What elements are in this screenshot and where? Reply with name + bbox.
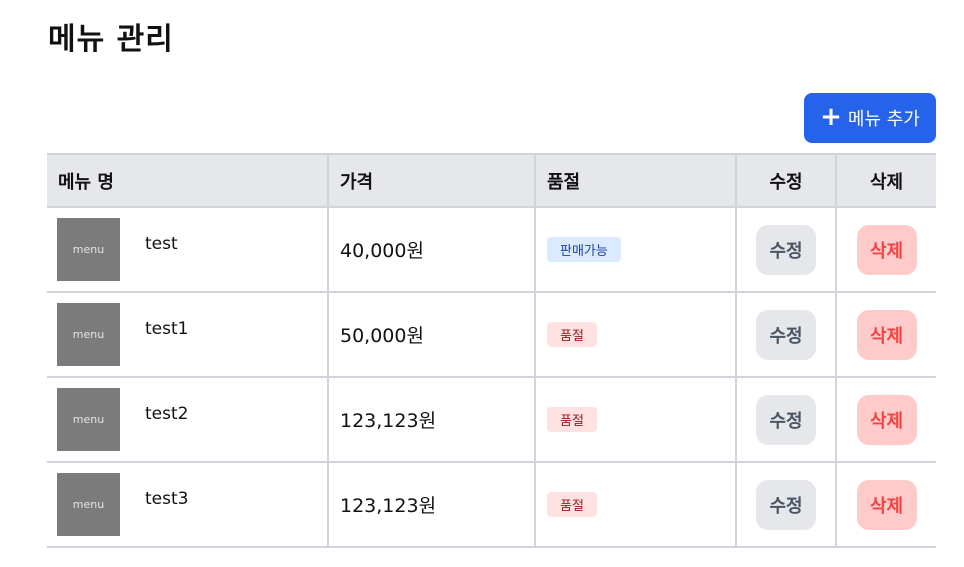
table-row: menu test1 50,000원 품절 수정 삭제	[47, 292, 936, 378]
edit-button[interactable]: 수정	[756, 479, 816, 530]
column-header-soldout: 품절	[534, 153, 736, 208]
add-menu-button[interactable]: + 메뉴 추가	[804, 93, 936, 143]
edit-button[interactable]: 수정	[756, 309, 816, 360]
status-badge: 품절	[547, 492, 597, 517]
menu-name: test1	[145, 318, 189, 339]
table-row: menu test2 123,123원 품절 수정 삭제	[47, 377, 936, 463]
menu-price: 40,000원	[340, 240, 424, 262]
plus-icon: +	[820, 102, 842, 132]
column-header-name: 메뉴 명	[47, 153, 328, 208]
table-row: menu test3 123,123원 품절 수정 삭제	[47, 462, 936, 548]
status-badge: 품절	[547, 407, 597, 432]
column-header-delete: 삭제	[835, 153, 936, 208]
add-menu-label: 메뉴 추가	[847, 109, 920, 130]
delete-button[interactable]: 삭제	[856, 394, 917, 445]
menu-price: 123,123원	[340, 410, 437, 432]
delete-button[interactable]: 삭제	[856, 224, 917, 275]
status-badge: 품절	[547, 322, 597, 347]
edit-button[interactable]: 수정	[756, 394, 816, 445]
table-row: menu test 40,000원 판매가능 수정 삭제	[47, 207, 936, 293]
edit-button[interactable]: 수정	[756, 224, 816, 275]
table-header-row: 메뉴 명 가격 품절 수정 삭제	[47, 153, 936, 208]
menu-thumbnail: menu	[57, 388, 120, 451]
column-header-edit: 수정	[735, 153, 836, 208]
delete-button[interactable]: 삭제	[856, 479, 917, 530]
status-badge: 판매가능	[547, 237, 621, 262]
menu-thumbnail: menu	[57, 218, 120, 281]
column-header-price: 가격	[327, 153, 535, 208]
menu-price: 123,123원	[340, 495, 437, 517]
menu-name: test2	[145, 403, 189, 424]
page-title: 메뉴 관리	[48, 22, 174, 57]
menu-table: 메뉴 명 가격 품절 수정 삭제 menu test 40,000원 판매가능 …	[47, 153, 936, 548]
menu-thumbnail: menu	[57, 303, 120, 366]
menu-price: 50,000원	[340, 325, 424, 347]
menu-name: test3	[145, 488, 189, 509]
menu-thumbnail: menu	[57, 473, 120, 536]
delete-button[interactable]: 삭제	[856, 309, 917, 360]
menu-name: test	[145, 233, 178, 254]
